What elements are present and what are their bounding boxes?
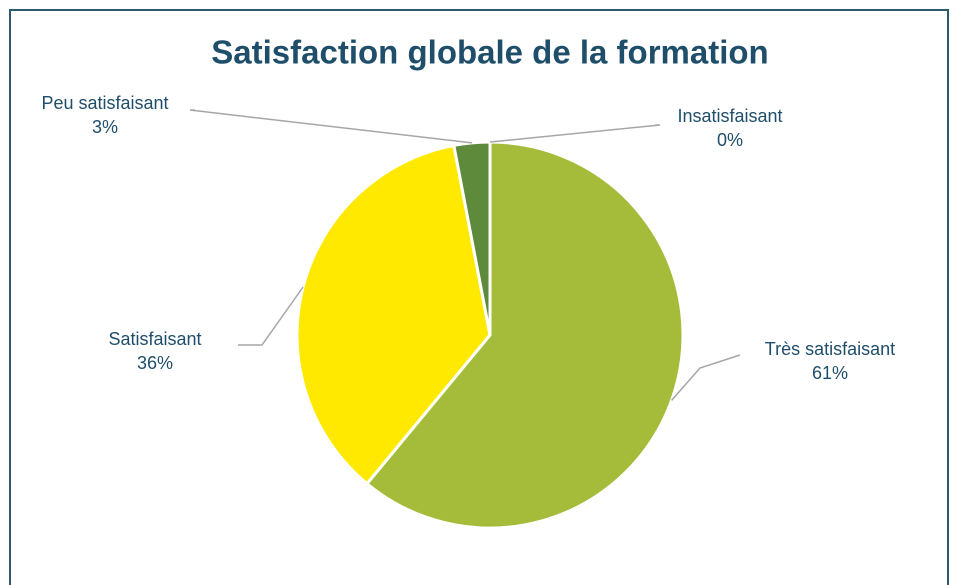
slice-value-label: 36% [137,353,173,373]
slice-value-label: 0% [717,130,743,150]
leader-line [189,109,472,144]
pie-slice [364,140,685,530]
slice-label: Très satisfaisant [765,339,895,359]
chart-title: Satisfaction globale de la formation [211,34,768,71]
slice-label: Insatisfaisant [677,106,782,126]
slice-label: Peu satisfaisant [41,93,168,113]
slice-value-label: 3% [92,117,118,137]
slice-label: Satisfaisant [108,329,201,349]
slice-value-label: 61% [812,363,848,383]
leader-line [238,286,304,346]
leader-line [671,354,741,401]
leader-line [489,124,661,143]
